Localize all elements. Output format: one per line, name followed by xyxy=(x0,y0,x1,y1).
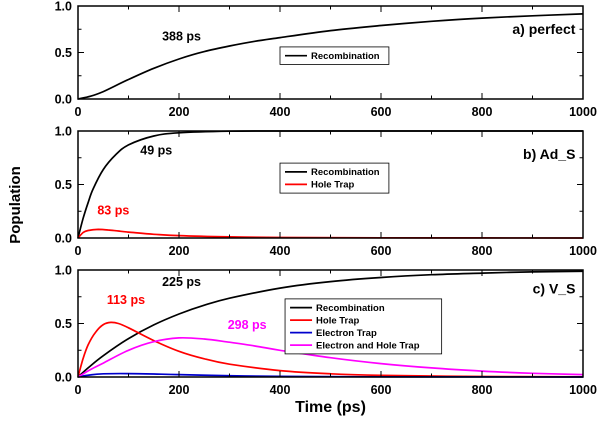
panel-title-a-perfect: a) perfect xyxy=(512,21,575,37)
x-tick-label: 600 xyxy=(371,105,392,119)
legend-label-recombination: Recombination xyxy=(311,167,380,178)
annotation-113-ps: 113 ps xyxy=(107,293,145,307)
annotation-388-ps: 388 ps xyxy=(162,29,201,43)
panel-title-b-ad-s: b) Ad_S xyxy=(523,146,575,162)
legend: Recombination xyxy=(279,46,390,65)
legend-label-hole-trap: Hole Trap xyxy=(311,180,354,191)
y-tick-label: 1.0 xyxy=(55,0,72,13)
y-tick-label: 0.0 xyxy=(55,370,72,384)
x-tick-label: 600 xyxy=(371,244,392,258)
x-tick-label: 0 xyxy=(75,383,82,397)
legend-label-hole-trap: Hole Trap xyxy=(316,315,359,326)
x-tick-label: 0 xyxy=(75,105,82,119)
x-tick-label: 0 xyxy=(75,244,82,258)
annotation-298-ps: 298 ps xyxy=(228,318,267,332)
x-tick-label: 400 xyxy=(270,105,291,119)
x-tick-label: 400 xyxy=(270,244,291,258)
series-recombination xyxy=(77,270,584,378)
x-tick-label: 200 xyxy=(169,383,190,397)
x-tick-label: 800 xyxy=(472,105,493,119)
legend-label-electron-trap: Electron Trap xyxy=(316,328,377,339)
legend-label-electron-and-hole-trap: Electron and Hole Trap xyxy=(316,340,420,351)
y-tick-label: 0.5 xyxy=(55,317,72,331)
panel-b-ad-s: 0 200 400 600 800 1000 0.0 0.5 1.0 49 ps 83 ps b) A… xyxy=(55,125,597,258)
x-axis-label: Time (ps) xyxy=(295,399,366,416)
x-tick-label: 600 xyxy=(371,383,392,397)
legend-box xyxy=(279,46,390,65)
y-tick-label: 0.5 xyxy=(55,46,72,60)
annotation-225-ps: 225 ps xyxy=(162,275,201,289)
x-tick-label: 1000 xyxy=(569,383,597,397)
legend-box xyxy=(279,162,390,194)
y-tick-label: 0.5 xyxy=(55,178,72,192)
legend-label-recombination: Recombination xyxy=(311,51,380,62)
panel-title-c-v-s: c) V_S xyxy=(533,281,576,297)
panel-a-perfect: 0 200 400 600 800 1000 0.0 0.5 1.0 388 ps a) perfe… xyxy=(55,0,597,119)
x-tick-label: 800 xyxy=(472,244,493,258)
y-tick-label: 1.0 xyxy=(55,264,72,277)
x-tick-label: 800 xyxy=(472,383,493,397)
y-tick-label: 0.0 xyxy=(55,92,72,106)
x-tick-label: 200 xyxy=(169,105,190,119)
x-tick-label: 1000 xyxy=(569,244,597,258)
x-tick-label: 200 xyxy=(169,244,190,258)
y-tick-label: 0.0 xyxy=(55,231,72,245)
annotation-83-ps: 83 ps xyxy=(97,203,129,217)
series-hole-trap xyxy=(77,321,584,378)
annotation-49-ps: 49 ps xyxy=(140,144,172,158)
series-recombination xyxy=(77,13,584,100)
legend: Recombination Hole Trap xyxy=(279,162,390,194)
panel-c-v-s: 0 200 400 600 800 1000 0.0 0.5 1.0 225 ps 113 ps 29… xyxy=(55,264,597,397)
series-electron-and-hole-trap xyxy=(77,336,584,378)
x-tick-label: 1000 xyxy=(569,105,597,119)
y-tick-label: 1.0 xyxy=(55,125,72,138)
legend-label-recombination: Recombination xyxy=(316,303,385,314)
x-tick-label: 400 xyxy=(270,383,291,397)
